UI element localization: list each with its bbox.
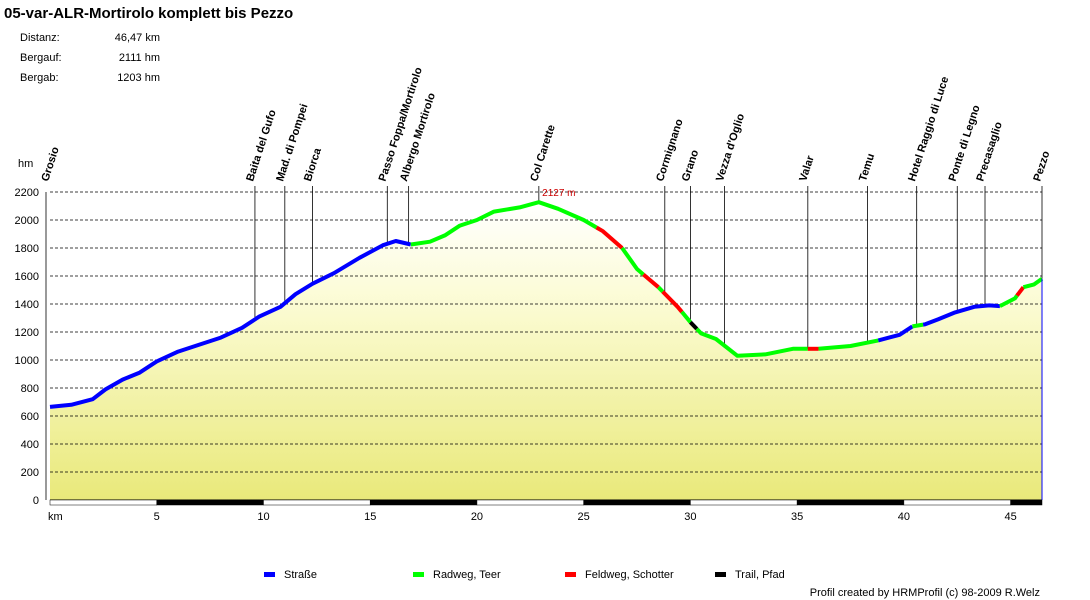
profile-line-segment [642, 272, 660, 289]
y-tick-label: 1800 [15, 243, 39, 255]
profile-line-segment [877, 324, 914, 343]
legend-item-strasse: Straße [264, 569, 317, 581]
profile-line-segment [998, 294, 1019, 308]
y-tick-label: 400 [21, 439, 39, 451]
x-tick-label: 15 [364, 511, 376, 523]
y-tick-label: 1000 [15, 355, 39, 367]
waypoint-label: Biorca [302, 146, 324, 183]
profile-line-segment [922, 303, 1001, 327]
waypoint-label: Pezzo [1031, 149, 1052, 183]
profile-line-segment [688, 320, 699, 331]
legend-item-feldweg: Feldweg, Schotter [565, 569, 674, 581]
km-scale-bar [1010, 499, 1043, 506]
km-scale-bar [369, 499, 478, 506]
legend-label: Radweg, Teer [433, 569, 501, 581]
profile-line-segment [695, 327, 808, 358]
max-elevation-label: 2127 m [542, 188, 575, 199]
km-scale-bar [156, 499, 264, 506]
y-tick-label: 800 [21, 383, 39, 395]
legend-item-trail: Trail, Pfad [715, 569, 785, 581]
stat-value: 46,47 km [114, 32, 160, 44]
stat-label: Bergab: [20, 72, 59, 84]
x-tick-label: 10 [257, 511, 269, 523]
waypoint-label: Baita del Gufo [244, 108, 279, 183]
profile-line-segment [1022, 277, 1044, 290]
km-scale-bar [476, 499, 584, 506]
stat-label: Bergauf: [20, 52, 62, 64]
x-tick-label: 25 [578, 511, 590, 523]
profile-line-segment [912, 322, 924, 329]
stat-label: Distanz: [20, 32, 60, 44]
profile-line-segment [410, 200, 598, 247]
legend-swatch [264, 571, 275, 577]
legend-swatch [413, 571, 424, 577]
y-tick-label: 2200 [15, 187, 39, 199]
profile-line-segment [818, 338, 879, 351]
profile-line-segment [620, 246, 645, 277]
legend-swatch [715, 571, 726, 577]
profile-area-fill [50, 202, 1042, 500]
legend-swatch [565, 571, 576, 577]
x-axis-label: km [48, 511, 63, 523]
profile-line-segment [595, 225, 624, 250]
legend-label: Straße [284, 569, 318, 581]
x-tick-label: 40 [898, 511, 910, 523]
y-tick-label: 1400 [15, 299, 39, 311]
x-tick-label: 20 [471, 511, 483, 523]
y-tick-label: 1200 [15, 327, 39, 339]
waypoint-label: Temu [857, 152, 877, 183]
km-scale-bar [49, 499, 157, 506]
waypoint-label: Precasaglio [974, 120, 1005, 183]
y-tick-label: 1600 [15, 271, 39, 283]
legend-label: Trail, Pfad [735, 569, 785, 581]
km-scale-bar [690, 499, 798, 506]
y-tick-label: 200 [21, 467, 39, 479]
y-tick-label: 600 [21, 411, 39, 423]
chart-title: 05-var-ALR-Mortirolo komplett bis Pezzo [4, 5, 294, 22]
y-axis-label: hm [18, 158, 33, 170]
stat-value: 2111 hm [118, 52, 160, 64]
x-tick-label: 5 [154, 511, 160, 523]
x-tick-label: 45 [1004, 511, 1016, 523]
y-tick-label: 0 [33, 495, 39, 507]
waypoint-label: Hotel Raggio di Luce [906, 75, 951, 183]
profile-line-segment [49, 239, 412, 409]
profile-line-segment [1015, 285, 1025, 297]
waypoint-label: Col Carette [528, 123, 558, 183]
km-scale-bar [583, 499, 691, 506]
waypoint-label: Vezza d'Oglio [714, 112, 747, 183]
stat-value: 1203 hm [117, 72, 160, 84]
x-tick-label: 30 [684, 511, 696, 523]
km-scale-bar [796, 499, 905, 506]
legend-item-radweg: Radweg, Teer [413, 569, 501, 581]
x-tick-label: 35 [791, 511, 803, 523]
km-scale-bar [903, 499, 1011, 506]
credit-text: Profil created by HRMProfil (c) 98-2009 … [809, 587, 1040, 599]
profile-line-segment [680, 310, 692, 324]
waypoint-label: Grosio [39, 145, 61, 183]
profile-line-segment [656, 285, 665, 293]
profile-line-segment [661, 290, 684, 314]
km-scale-bar [263, 499, 371, 506]
legend-label: Feldweg, Schotter [585, 569, 674, 581]
y-tick-label: 2000 [15, 215, 39, 227]
waypoint-label: Grano [680, 148, 702, 183]
waypoint-label: Valar [797, 154, 817, 183]
